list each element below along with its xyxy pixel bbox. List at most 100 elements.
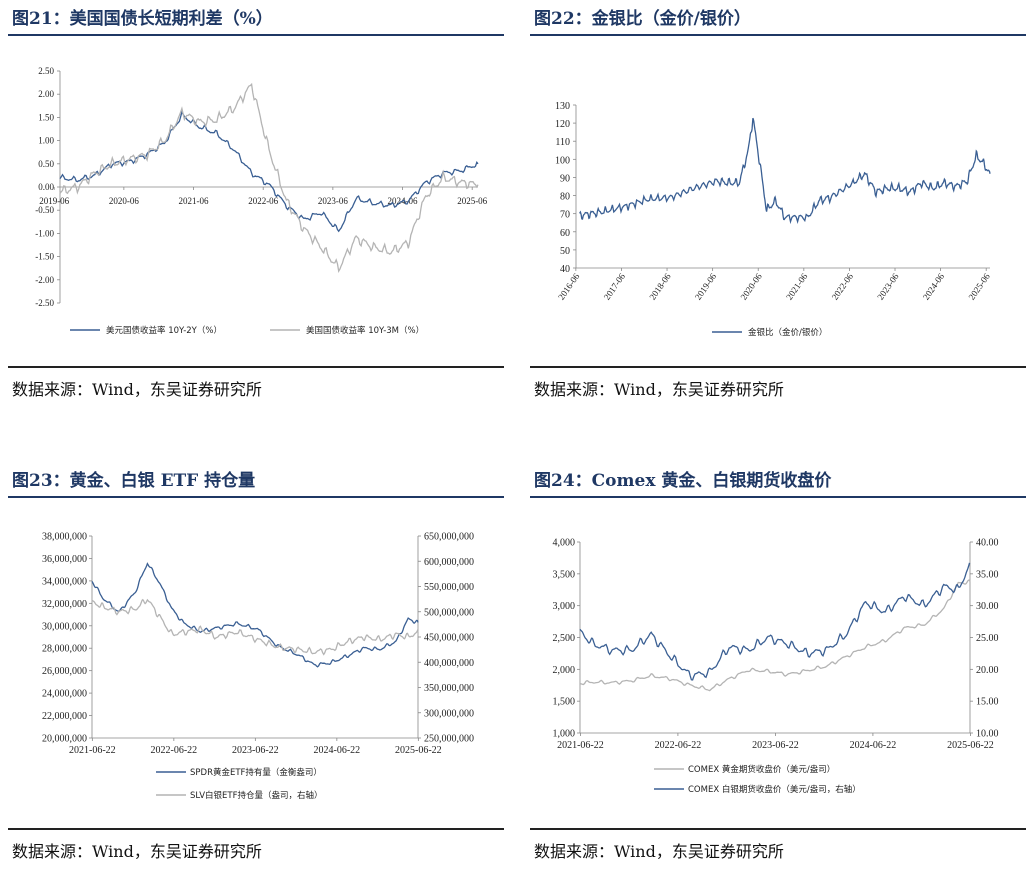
y-tick-label: 2.00 xyxy=(38,89,54,99)
y-tick-label-right: 250,000,000 xyxy=(424,734,474,745)
x-tick-label: 2022-06-22 xyxy=(655,740,702,751)
x-tick-label: 2025-06-22 xyxy=(395,745,442,756)
legend-label: 美国国债收益率 10Y-3M（%） xyxy=(306,325,424,336)
y-tick-label-left: 3,000 xyxy=(553,601,576,612)
y-tick-label-left: 26,000,000 xyxy=(42,666,87,677)
y-tick-label-left: 24,000,000 xyxy=(42,689,87,700)
y-tick-label-right: 600,000,000 xyxy=(424,557,474,568)
series-line xyxy=(579,117,991,225)
y-tick-label: 100 xyxy=(555,155,570,166)
source-note: 数据来源：Wind，东吴证券研究所 xyxy=(12,842,262,861)
x-tick-label: 2021-06-22 xyxy=(69,745,116,756)
y-tick-label: -1.50 xyxy=(35,252,54,262)
x-tick-label: 2024-06-22 xyxy=(314,745,361,756)
source-rule xyxy=(8,366,504,368)
y-tick-label-left: 36,000,000 xyxy=(42,554,87,565)
x-tick-label: 2019-06 xyxy=(39,196,69,206)
x-tick-label: 2023-06-22 xyxy=(232,745,279,756)
legend-label: 金银比（金价/银价） xyxy=(748,327,827,338)
y-tick-label-left: 22,000,000 xyxy=(42,711,87,722)
y-tick-label: 1.50 xyxy=(38,112,54,122)
y-tick-label: 90 xyxy=(560,173,570,184)
y-tick-label-right: 40.00 xyxy=(976,538,999,549)
legend-label: COMEX 白银期货收盘价（美元/盎司，右轴） xyxy=(688,784,861,795)
x-tick-label: 2021-06 xyxy=(179,196,209,206)
x-tick-label: 2025-06 xyxy=(966,271,992,302)
y-tick-label-left: 38,000,000 xyxy=(42,532,87,543)
y-tick-label: 120 xyxy=(555,119,570,130)
source-rule xyxy=(530,366,1026,368)
source-rule xyxy=(530,828,1026,830)
y-tick-label: 60 xyxy=(560,228,570,239)
source-note: 数据来源：Wind，东吴证券研究所 xyxy=(534,380,784,399)
panel-title: 图24：Comex 黄金、白银期货收盘价 xyxy=(534,471,832,491)
x-tick-label: 2022-06-22 xyxy=(151,745,198,756)
y-tick-label-left: 4,000 xyxy=(553,538,576,549)
y-tick-label: 0.50 xyxy=(38,159,54,169)
y-tick-label-left: 30,000,000 xyxy=(42,621,87,632)
x-tick-label: 2021-06 xyxy=(784,271,810,302)
title-rule xyxy=(8,496,504,498)
panel-fig24: 图24：Comex 黄金、白银期货收盘价 4,000 3,500 3,000 2,50… xyxy=(530,462,1026,882)
series-line xyxy=(579,562,971,681)
y-tick-label: 1.00 xyxy=(38,136,54,146)
y-tick-label-right: 10.00 xyxy=(976,729,999,740)
title-rule xyxy=(530,34,1026,36)
chart-svg: 38,000,000 36,000,000 34,000,000 32,000,000… xyxy=(42,532,474,802)
y-tick-label-left: 28,000,000 xyxy=(42,644,87,655)
y-tick-label-right: 450,000,000 xyxy=(424,633,474,644)
x-tick-label: 2017-06 xyxy=(602,271,628,302)
x-tick-label: 2020-06 xyxy=(738,271,764,302)
y-tick-label: 70 xyxy=(560,210,570,221)
series-line xyxy=(59,110,479,233)
y-tick-label: 40 xyxy=(560,264,570,275)
y-tick-label-right: 650,000,000 xyxy=(424,532,474,543)
y-tick-label-left: 34,000,000 xyxy=(42,576,87,587)
x-tick-label: 2025-06-22 xyxy=(947,740,994,751)
y-tick-label: -2.00 xyxy=(35,275,54,285)
y-tick-label-right: 500,000,000 xyxy=(424,607,474,618)
x-tick-label: 2023-06 xyxy=(318,196,348,206)
y-tick-label-left: 2,000 xyxy=(553,665,576,676)
y-tick-label: -1.00 xyxy=(35,228,54,238)
x-tick-label: 2024-06-22 xyxy=(850,740,897,751)
x-tick-label: 2016-06 xyxy=(556,271,582,302)
y-tick-label-right: 300,000,000 xyxy=(424,708,474,719)
series-line xyxy=(580,579,971,692)
title-rule xyxy=(530,496,1026,498)
series-line xyxy=(59,82,479,273)
series-line xyxy=(91,562,419,668)
panel-title: 图21：美国国债长短期利差（%） xyxy=(12,9,273,29)
y-tick-label: -2.50 xyxy=(35,298,54,308)
legend-label: COMEX 黄金期货收盘价（美元/盎司） xyxy=(688,764,835,775)
y-tick-label: -0.50 xyxy=(35,205,54,215)
x-tick-label: 2024-06 xyxy=(921,271,947,302)
y-tick-label-right: 25.00 xyxy=(976,633,999,644)
x-tick-label: 2018-06 xyxy=(647,271,673,302)
x-tick-label: 2022-06 xyxy=(830,271,856,302)
y-tick-label: 50 xyxy=(560,246,570,257)
chart-svg: 4,000 3,500 3,000 2,500 2,000 1,500 1,000 40.00… xyxy=(553,538,999,796)
x-tick-label: 2022-06 xyxy=(248,196,278,206)
panel-fig21: 图21：美国国债长短期利差（%） 2.50 2.00 1.50 1.00 0.50 0.0… xyxy=(8,0,504,420)
source-note: 数据来源：Wind，东吴证券研究所 xyxy=(534,842,784,861)
y-tick-label-left: 3,500 xyxy=(553,569,576,580)
y-tick-label-left: 1,500 xyxy=(553,697,576,708)
panel-title: 图23：黄金、白银 ETF 持仓量 xyxy=(12,471,256,491)
legend-label: SLV白银ETF持仓量（盎司，右轴） xyxy=(190,790,322,801)
legend-label: SPDR黄金ETF持有量（金衡盎司） xyxy=(190,767,322,778)
panel-title: 图22：金银比（金价/银价） xyxy=(534,9,751,29)
y-tick-label-left: 1,000 xyxy=(553,729,576,740)
y-tick-label: 0.00 xyxy=(38,182,54,192)
x-tick-label: 2019-06 xyxy=(693,271,719,302)
x-tick-label: 2020-06 xyxy=(109,196,139,206)
y-tick-label-right: 400,000,000 xyxy=(424,658,474,669)
panel-fig23: 图23：黄金、白银 ETF 持仓量 38,000,000 36,000,000 34… xyxy=(8,462,504,882)
y-tick-label-left: 20,000,000 xyxy=(42,734,87,745)
x-tick-label: 2023-06 xyxy=(875,271,901,302)
panel-fig22: 图22：金银比（金价/银价） 130 120 110 100 90 80 70 60 50 40 2… xyxy=(530,0,1026,420)
source-note: 数据来源：Wind，东吴证券研究所 xyxy=(12,380,262,399)
x-tick-label: 2021-06-22 xyxy=(557,740,604,751)
y-tick-label-right: 35.00 xyxy=(976,569,999,580)
